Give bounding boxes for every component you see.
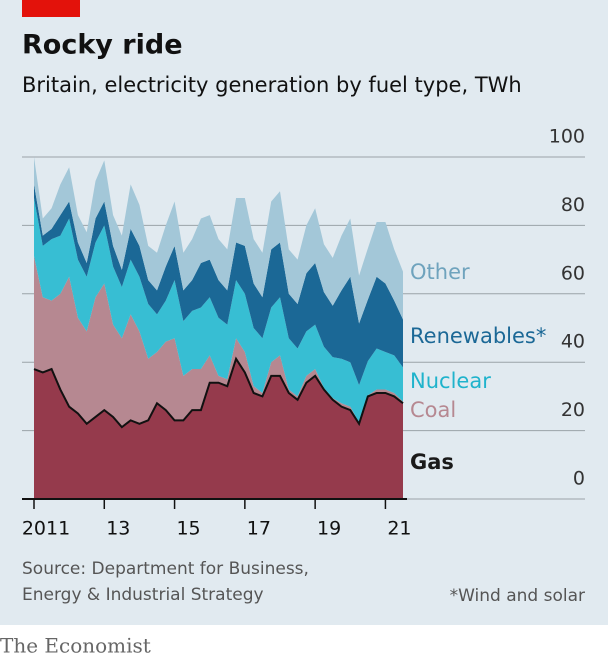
legend-label: Renewables* [410,324,546,348]
gas-line [33,356,404,429]
source: Source: Department for Business, Energy … [22,559,309,605]
source-box: Source: Department for Business, Energy … [22,559,309,605]
x-tick-label: 21 [387,518,411,540]
legend-label: Nuclear [410,369,491,393]
area [34,256,403,428]
y-tick-label: 20 [561,399,585,421]
x-tick-label: 13 [106,518,130,540]
y-tick-label: 80 [561,194,585,216]
legend-label: Coal [410,398,456,422]
area [34,157,403,324]
x-tick-label: 15 [176,518,200,540]
y-tick-label: 40 [561,331,585,353]
x-tick-label: 19 [317,518,341,540]
area [34,358,403,499]
legend-label: Gas [410,450,454,474]
y-tick-label: 0 [573,468,585,490]
brand-tag [22,0,80,17]
area [34,184,403,386]
area [34,198,403,423]
y-tick-label: 60 [561,262,585,284]
footer-strip [0,625,608,662]
legend-label: Other [410,260,470,284]
chart-title: Rocky ride [22,30,183,61]
footnote: *Wind and solar [450,586,585,606]
x-tick-label: 17 [247,518,271,540]
chart-subtitle: Britain, electricity generation by fuel … [22,73,522,97]
y-tick-label: 100 [549,126,585,148]
x-tick-label: 2011 [22,518,70,540]
brand: The Economist [0,634,151,658]
